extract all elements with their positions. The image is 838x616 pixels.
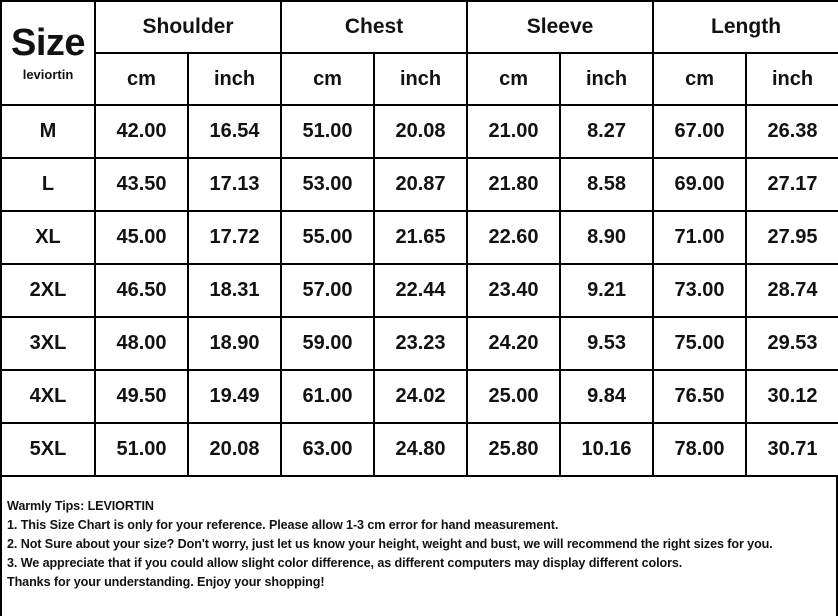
measurement-cell: 25.80: [466, 422, 562, 477]
measurement-cell: 17.13: [186, 157, 283, 212]
measurement-cell: 28.74: [745, 263, 838, 318]
unit-cell-shoulder-cm: cm: [94, 52, 189, 106]
table-row: L 43.50 17.13 53.00 20.87 21.80 8.58 69.00 27.17: [0, 157, 838, 212]
measurement-cell: 73.00: [652, 263, 748, 318]
measurement-cell: 46.50: [94, 263, 189, 318]
measurement-cell: 43.50: [94, 157, 189, 212]
tips-line: 2. Not Sure about your size? Don't worry…: [7, 537, 773, 551]
table-row: 3XL 48.00 18.90 59.00 23.23 24.20 9.53 75.00 29.…: [0, 316, 838, 371]
tips-line: Thanks for your understanding. Enjoy you…: [7, 575, 325, 589]
measurement-cell: 48.00: [94, 316, 189, 371]
measurement-cell: 18.31: [186, 263, 283, 318]
size-title: Size: [10, 22, 86, 65]
measurement-cell: 19.49: [186, 369, 283, 424]
table-row: M 42.00 16.54 51.00 20.08 21.00 8.27 67.00 26.38: [0, 104, 838, 159]
brand-label: leviortin: [22, 66, 74, 82]
tips-lines: 1. This Size Chart is only for your refe…: [7, 516, 830, 592]
measurement-cell: 10.16: [559, 422, 655, 477]
measurement-cell: 20.08: [373, 104, 469, 159]
measurement-cell: 25.00: [466, 369, 562, 424]
measurement-cell: 9.21: [559, 263, 655, 318]
measurement-cell: 49.50: [94, 369, 189, 424]
tips-section: Warmly Tips: LEVIORTIN 1. This Size Char…: [0, 477, 838, 616]
measurement-cell: 55.00: [280, 210, 376, 265]
tips-line: 3. We appreciate that if you could allow…: [7, 556, 683, 570]
measurement-cell: 63.00: [280, 422, 376, 477]
size-label: 4XL: [0, 369, 96, 424]
tips-line: 1. This Size Chart is only for your refe…: [7, 518, 559, 532]
unit-row: cm inch cm inch cm inch cm inch: [1, 52, 838, 106]
measurement-cell: 23.40: [466, 263, 562, 318]
tips-title: Warmly Tips: LEVIORTIN: [7, 499, 154, 513]
measurement-cell: 27.17: [745, 157, 838, 212]
measurement-cell: 24.02: [373, 369, 469, 424]
measurement-cell: 69.00: [652, 157, 748, 212]
measurement-cell: 27.95: [745, 210, 838, 265]
measurement-cell: 61.00: [280, 369, 376, 424]
size-label: M: [0, 104, 96, 159]
measurement-cell: 22.60: [466, 210, 562, 265]
unit-cell-length-cm: cm: [652, 52, 748, 106]
measurement-cell: 45.00: [94, 210, 189, 265]
size-table-body: M 42.00 16.54 51.00 20.08 21.00 8.27 67.00 26.38…: [0, 104, 838, 477]
measurement-cell: 16.54: [186, 104, 283, 159]
measurement-cell: 17.72: [186, 210, 283, 265]
measurement-cell: 53.00: [280, 157, 376, 212]
size-header-cell: Size leviortin: [0, 0, 96, 106]
measurement-cell: 59.00: [280, 316, 376, 371]
column-group-sleeve: Sleeve: [466, 0, 655, 54]
unit-cell-chest-cm: cm: [280, 52, 376, 106]
measurement-cell: 78.00: [652, 422, 748, 477]
measurement-cell: 24.20: [466, 316, 562, 371]
size-label: L: [0, 157, 96, 212]
measurement-cell: 67.00: [652, 104, 748, 159]
measurement-cell: 75.00: [652, 316, 748, 371]
size-label: 3XL: [0, 316, 96, 371]
measurement-cell: 8.90: [559, 210, 655, 265]
unit-cell-chest-inch: inch: [373, 52, 469, 106]
measurement-cell: 23.23: [373, 316, 469, 371]
measurement-cell: 18.90: [186, 316, 283, 371]
size-table: Size leviortin Shoulder Chest Sleeve Len…: [0, 0, 838, 477]
measurement-cell: 76.50: [652, 369, 748, 424]
measurement-cell: 9.53: [559, 316, 655, 371]
measurement-cell: 9.84: [559, 369, 655, 424]
measurement-cell: 51.00: [280, 104, 376, 159]
table-row: XL 45.00 17.72 55.00 21.65 22.60 8.90 71.00 27.9…: [0, 210, 838, 265]
measurement-cell: 30.71: [745, 422, 838, 477]
measurement-cell: 21.00: [466, 104, 562, 159]
column-group-length: Length: [652, 0, 838, 54]
size-label: XL: [0, 210, 96, 265]
column-group-shoulder: Shoulder: [93, 0, 283, 54]
measurement-cell: 8.27: [559, 104, 655, 159]
column-group-chest: Chest: [280, 0, 469, 54]
measurement-cell: 26.38: [745, 104, 838, 159]
measurement-cell: 21.65: [373, 210, 469, 265]
unit-cell-sleeve-inch: inch: [559, 52, 655, 106]
unit-cell-shoulder-inch: inch: [186, 52, 283, 106]
size-label: 5XL: [0, 422, 96, 477]
table-row: 4XL 49.50 19.49 61.00 24.02 25.00 9.84 76.50 30.…: [0, 369, 838, 424]
table-row: 5XL 51.00 20.08 63.00 24.80 25.80 10.16 78.00 30…: [0, 422, 838, 477]
measurement-cell: 51.00: [94, 422, 189, 477]
measurement-cell: 24.80: [373, 422, 469, 477]
measurement-cell: 71.00: [652, 210, 748, 265]
column-group-row: Size leviortin Shoulder Chest Sleeve Len…: [0, 0, 838, 106]
table-row: 2XL 46.50 18.31 57.00 22.44 23.40 9.21 73.00 28.…: [0, 263, 838, 318]
measurement-cell: 29.53: [745, 316, 838, 371]
measurement-cell: 8.58: [559, 157, 655, 212]
measurement-cell: 20.87: [373, 157, 469, 212]
unit-cell-length-inch: inch: [745, 52, 838, 106]
measurement-cell: 20.08: [186, 422, 283, 477]
measurement-cell: 57.00: [280, 263, 376, 318]
measurement-cell: 42.00: [94, 104, 189, 159]
size-label: 2XL: [0, 263, 96, 318]
measurement-cell: 21.80: [466, 157, 562, 212]
measurement-cell: 30.12: [745, 369, 838, 424]
unit-cell-sleeve-cm: cm: [466, 52, 562, 106]
measurement-cell: 22.44: [373, 263, 469, 318]
